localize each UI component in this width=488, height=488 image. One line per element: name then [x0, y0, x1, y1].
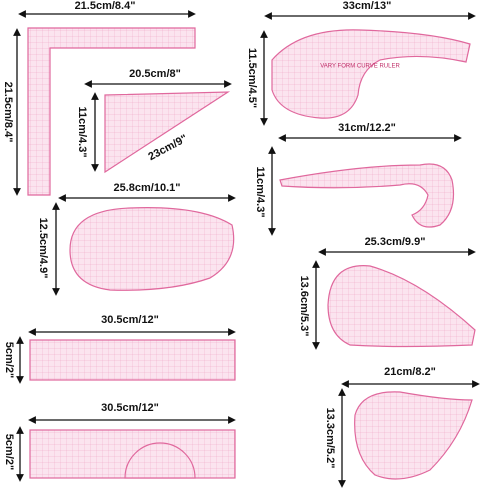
dimension-label: 5cm/2": [3, 342, 15, 378]
dimension-label: 33cm/13": [343, 0, 392, 12]
dimension-label: 25.3cm/9.9": [365, 236, 426, 248]
dimension-label: 11cm/4.3": [76, 106, 88, 157]
dimension-label: 31cm/12.2": [338, 122, 396, 134]
dimension-label: 25.8cm/10.1": [114, 182, 181, 194]
l-square: [27, 27, 196, 196]
dimension-label: 12.5cm/4.9": [37, 218, 49, 279]
paisley-curve: [69, 207, 235, 291]
dimension-label: 21cm/8.2": [384, 366, 436, 378]
dimension-label: 5cm/2": [3, 434, 15, 470]
dimension-label: 11cm/4.3": [254, 166, 266, 217]
dimension-label: 21.5cm/8.4": [2, 82, 14, 143]
dimension-label: 30.5cm/12": [101, 314, 159, 326]
dimension-label: 11.5cm/4.5": [246, 48, 258, 108]
straight-ruler: [29, 339, 236, 381]
small-teardrop: [354, 391, 473, 480]
triangle: [104, 91, 231, 174]
french-curve: [279, 163, 455, 228]
dimension-label: 20.5cm/8": [129, 68, 181, 80]
ruler-print: VARY FORM CURVE RULER: [320, 64, 400, 70]
teardrop-curve: [327, 265, 476, 348]
dimension-label: 13.6cm/5.3": [298, 276, 310, 337]
dimension-label: 13.3cm/5.2": [324, 408, 336, 469]
vary-form-curve: [271, 29, 471, 119]
protractor: [124, 442, 196, 479]
dimension-label: 21.5cm/8.4": [75, 0, 136, 12]
dimension-label: 30.5cm/12": [101, 402, 159, 414]
